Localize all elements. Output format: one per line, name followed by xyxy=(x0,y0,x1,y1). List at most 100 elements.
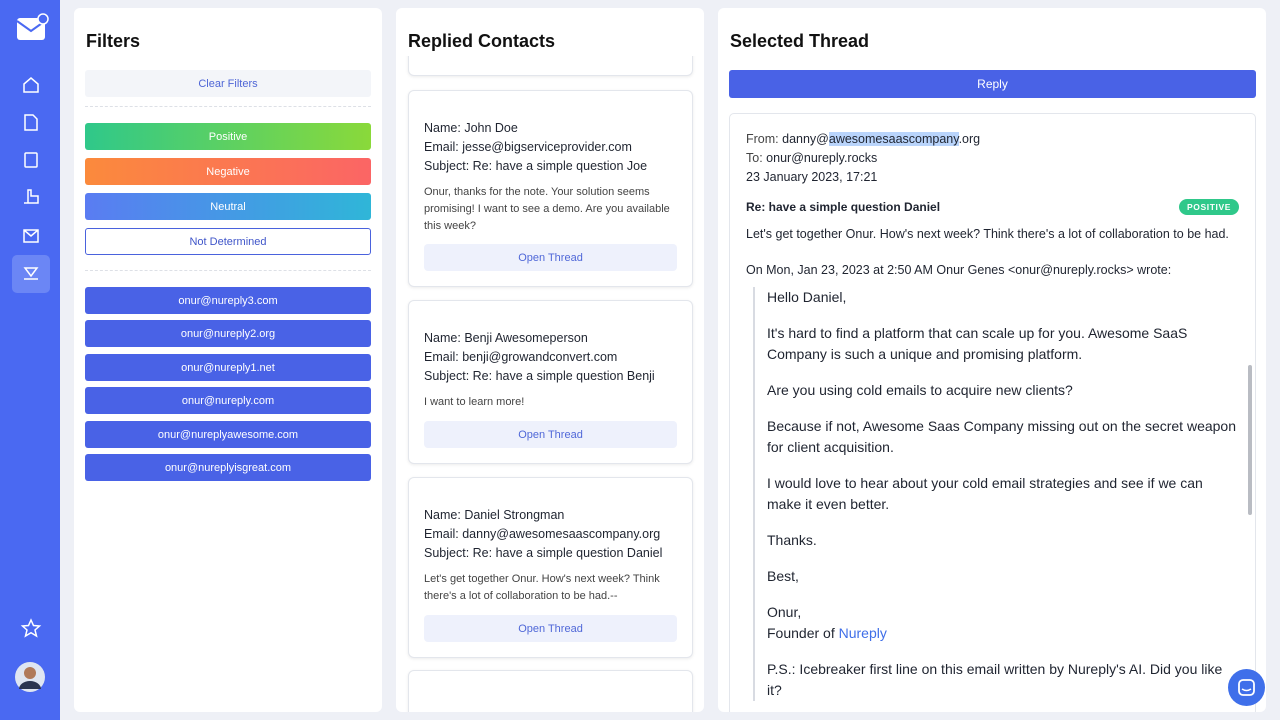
label: Email: xyxy=(424,527,459,541)
sidebar xyxy=(0,0,60,720)
thread-panel: Selected Thread Reply From: danny@awesom… xyxy=(718,8,1266,712)
paragraph: It's hard to find a platform that can sc… xyxy=(767,325,1188,362)
snippet: Onur, thanks for the note. Your solution… xyxy=(424,186,670,232)
value: danny@awesomesaascompany.org xyxy=(462,527,661,541)
clear-filters[interactable]: Clear Filters xyxy=(85,70,371,97)
contact-card xyxy=(408,56,693,76)
panel-title: Filters xyxy=(86,31,141,51)
contact-subject: Subject: Re: have a simple question Benj… xyxy=(424,367,677,386)
label: Name: xyxy=(424,121,461,135)
founder: Founder of xyxy=(767,625,839,641)
body: Let's get together Onur. How's next week… xyxy=(746,227,1229,241)
mailbox-filter[interactable]: onur@nureply2.org xyxy=(85,320,371,347)
link[interactable]: Nureply xyxy=(838,625,887,641)
contact-subject: Subject: Re: have a simple question Dani… xyxy=(424,544,677,563)
paragraph: Because if not, Awesome Saas Company mis… xyxy=(767,418,1237,455)
value: Re: have a simple question Joe xyxy=(472,159,648,173)
scrollbar[interactable] xyxy=(1248,365,1252,515)
label: Email: xyxy=(424,350,459,364)
to-line: To: onur@nureply.rocks xyxy=(746,149,1239,168)
contact-email: Email: danny@awesomesaascompany.org xyxy=(424,525,677,544)
value: Re: have a simple question Daniel xyxy=(472,546,663,560)
postscript: P.S.: Icebreaker first line on this emai… xyxy=(767,661,1223,698)
separator xyxy=(85,106,371,107)
paragraph: Best, xyxy=(767,568,799,584)
mailbox-filter[interactable]: onur@nureply3.com xyxy=(85,287,371,314)
home-icon[interactable] xyxy=(23,77,39,93)
panel-title: Selected Thread xyxy=(730,31,870,51)
signature: Onur, Founder of Nureply xyxy=(767,602,1239,644)
contact-card[interactable]: Name: John Doe Email: jesse@bigservicepr… xyxy=(408,90,693,287)
file-icon[interactable] xyxy=(24,114,38,131)
mailbox-filter[interactable]: onur@nureplyisgreat.com xyxy=(85,454,371,481)
contact-email: Email: benji@growandconvert.com xyxy=(424,348,677,367)
value: .org xyxy=(958,132,981,146)
subject-row: Re: have a simple question Daniel POSITI… xyxy=(746,199,1239,215)
filters-panel: Filters Clear Filters Positive Negative … xyxy=(74,8,382,712)
contact-list: Name: John Doe Email: jesse@bigservicepr… xyxy=(396,56,704,712)
from-line: From: danny@awesomesaascompany.org xyxy=(746,130,1239,149)
active-item[interactable] xyxy=(12,255,50,293)
value: Re: have a simple question Benji xyxy=(472,369,655,383)
sidebar-icons xyxy=(12,13,50,692)
label: Name: xyxy=(424,508,461,522)
contact-email: Email: jesse@bigserviceprovider.com xyxy=(424,138,677,157)
date: 23 January 2023, 17:21 xyxy=(746,170,878,184)
open-thread-button[interactable]: Open Thread xyxy=(424,421,677,448)
mailbox-filter[interactable]: onur@nureply1.net xyxy=(85,354,371,381)
chat-icon xyxy=(1238,679,1255,696)
value: benji@growandconvert.com xyxy=(462,350,618,364)
logo[interactable] xyxy=(16,13,49,40)
quoted-message: Hello Daniel, It's hard to find a platfo… xyxy=(753,287,1239,701)
sentiment-badge: POSITIVE xyxy=(1178,199,1239,215)
chat-button[interactable] xyxy=(1228,669,1265,706)
paragraph: Are you using cold emails to acquire new… xyxy=(767,382,1073,398)
subject: Re: have a simple question Daniel xyxy=(746,200,941,214)
panel-title: Replied Contacts xyxy=(408,31,556,51)
value: onur@nureply.rocks xyxy=(766,151,878,165)
avatar[interactable] xyxy=(15,662,45,692)
contacts-icon[interactable] xyxy=(24,189,39,204)
value: John Doe xyxy=(464,121,518,135)
value: Benji Awesomeperson xyxy=(464,331,588,345)
replies-icon[interactable] xyxy=(23,267,39,280)
snippet: Let's get together Onur. How's next week… xyxy=(424,573,660,602)
contact-card[interactable]: Name: Daniel Strongman Email: danny@awes… xyxy=(408,477,693,658)
label: Subject: xyxy=(424,546,470,560)
contact-subject: Subject: Re: have a simple question Joe xyxy=(424,157,677,176)
value: Daniel Strongman xyxy=(464,508,565,522)
quote-header: On Mon, Jan 23, 2023 at 2:50 AM Onur Gen… xyxy=(746,263,1172,277)
filter-negative[interactable]: Negative xyxy=(85,158,371,185)
label: Subject: xyxy=(424,159,470,173)
signoff: Onur, xyxy=(767,604,802,620)
mail-icon[interactable] xyxy=(23,229,39,243)
snippet: I want to learn more! xyxy=(424,396,525,408)
email-view: From: danny@awesomesaascompany.org To: o… xyxy=(729,113,1256,712)
value: danny@ xyxy=(782,132,829,146)
clipboard-icon[interactable] xyxy=(24,152,38,168)
paragraph: I would love to hear about your cold ema… xyxy=(767,475,1203,512)
contacts-panel: Replied Contacts Name: John Doe Email: j… xyxy=(396,8,704,712)
separator xyxy=(85,270,371,271)
paragraph: Thanks. xyxy=(767,532,817,548)
mailbox-filter[interactable]: onur@nureply.com xyxy=(85,387,371,414)
label: From: xyxy=(746,132,779,146)
label: Name: xyxy=(424,331,461,345)
paragraph: Hello Daniel, xyxy=(767,289,847,305)
filter-undetermined[interactable]: Not Determined xyxy=(85,228,371,255)
star-icon[interactable] xyxy=(20,618,42,638)
highlight: awesomesaascompany xyxy=(828,132,959,146)
contact-card[interactable]: Name: Benji Awesomeperson Email: benji@g… xyxy=(408,300,693,464)
value: jesse@bigserviceprovider.com xyxy=(462,140,632,154)
mailbox-filter[interactable]: onur@nureplyawesome.com xyxy=(85,421,371,448)
filter-neutral[interactable]: Neutral xyxy=(85,193,371,220)
reply-button[interactable]: Reply xyxy=(729,70,1256,98)
label: Subject: xyxy=(424,369,470,383)
filter-positive[interactable]: Positive xyxy=(85,123,371,150)
contact-name: Name: John Doe xyxy=(424,119,677,138)
open-thread-button[interactable]: Open Thread xyxy=(424,615,677,642)
open-thread-button[interactable]: Open Thread xyxy=(424,244,677,271)
label: To: xyxy=(746,151,763,165)
